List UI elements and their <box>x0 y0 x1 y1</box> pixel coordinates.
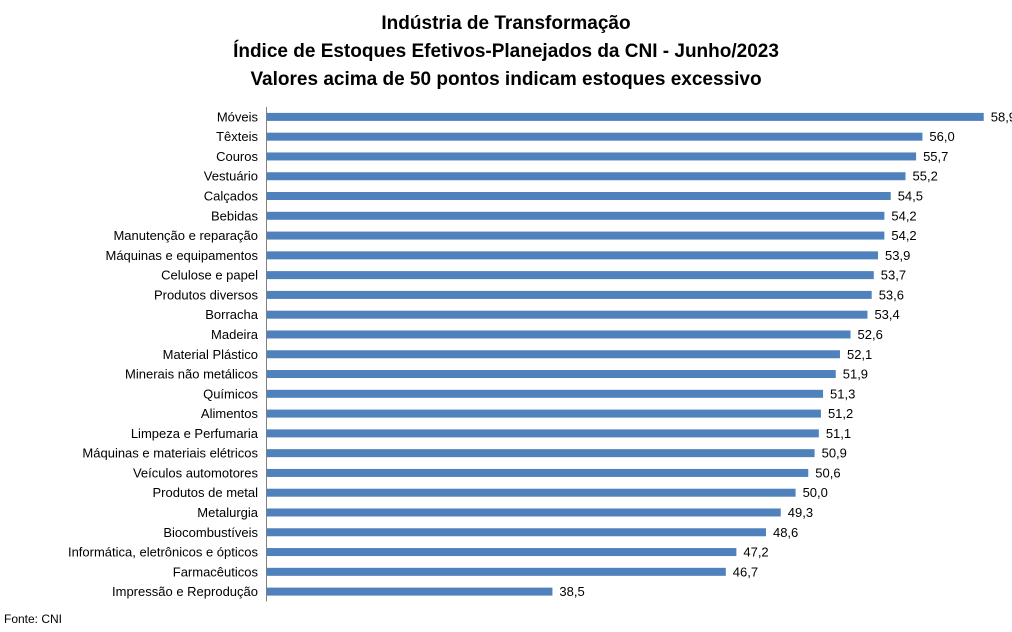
data-label: 55,7 <box>923 149 948 164</box>
bar <box>267 449 815 458</box>
category-label: Máquinas e materiais elétricos <box>82 446 258 461</box>
category-label: Produtos de metal <box>152 485 258 500</box>
category-label: Informática, eletrônicos e ópticos <box>68 545 259 560</box>
category-label: Máquinas e equipamentos <box>106 248 259 263</box>
category-label: Farmacêuticos <box>173 564 259 579</box>
bar <box>267 409 821 418</box>
bar <box>267 508 781 517</box>
bar <box>267 350 840 359</box>
category-label: Celulose e papel <box>161 268 258 283</box>
category-label: Químicos <box>203 386 258 401</box>
bar <box>267 271 874 280</box>
bar <box>267 310 868 319</box>
data-label: 54,5 <box>898 189 923 204</box>
bar <box>267 231 885 240</box>
data-label: 50,0 <box>803 485 828 500</box>
bar <box>267 112 984 121</box>
bar <box>267 528 766 537</box>
category-label: Borracha <box>205 307 259 322</box>
bar <box>267 172 906 181</box>
data-label: 50,6 <box>815 465 840 480</box>
bar <box>267 548 737 557</box>
data-label: 49,3 <box>788 505 813 520</box>
category-label: Veículos automotores <box>133 465 259 480</box>
bar <box>267 132 923 141</box>
data-label: 52,1 <box>847 347 872 362</box>
bar <box>267 152 917 161</box>
bar <box>267 488 796 497</box>
data-label: 56,0 <box>929 129 954 144</box>
bar <box>267 192 891 201</box>
bar <box>267 290 872 299</box>
bar <box>267 251 879 260</box>
category-label: Limpeza e Perfumaria <box>131 426 259 441</box>
data-label: 51,1 <box>826 426 851 441</box>
category-label: Metalurgia <box>197 505 258 520</box>
chart-title: Indústria de Transformação Índice de Est… <box>0 10 1012 94</box>
category-label: Móveis <box>217 109 259 124</box>
category-label: Calçados <box>204 189 259 204</box>
bar <box>267 370 836 379</box>
data-label: 48,6 <box>773 525 798 540</box>
data-label: 51,2 <box>828 406 853 421</box>
category-label: Material Plástico <box>163 347 258 362</box>
data-label: 47,2 <box>743 545 768 560</box>
category-label: Biocombustíveis <box>163 525 258 540</box>
category-label: Minerais não metálicos <box>125 367 258 382</box>
data-label: 38,5 <box>559 584 584 599</box>
chart-title-line-2: Índice de Estoques Efetivos-Planejados d… <box>233 41 779 62</box>
chart-title-line-3: Valores acima de 50 pontos indicam estoq… <box>250 69 762 90</box>
bar <box>267 567 726 576</box>
chart-title-line-1: Indústria de Transformação <box>381 13 631 34</box>
data-label: 53,4 <box>874 307 899 322</box>
data-label: 51,9 <box>843 367 868 382</box>
data-label: 53,7 <box>881 268 906 283</box>
bar <box>267 587 553 596</box>
data-label: 46,7 <box>733 564 758 579</box>
category-label: Bebidas <box>211 208 258 223</box>
data-label: 52,6 <box>858 327 883 342</box>
category-label: Têxteis <box>216 129 258 144</box>
source-note: Fonte: CNI <box>4 612 63 626</box>
category-label: Impressão e Reprodução <box>112 584 258 599</box>
bar <box>267 389 824 398</box>
category-label: Madeira <box>211 327 259 342</box>
data-label: 53,6 <box>879 287 904 302</box>
bar <box>267 211 885 220</box>
data-label: 50,9 <box>822 446 847 461</box>
category-label: Produtos diversos <box>154 287 259 302</box>
data-label: 58,9 <box>991 109 1012 124</box>
category-label: Alimentos <box>201 406 259 421</box>
bar <box>267 468 809 477</box>
data-label: 51,3 <box>830 386 855 401</box>
category-label: Manutenção e reparação <box>113 228 258 243</box>
data-label: 54,2 <box>891 228 916 243</box>
category-label: Vestuário <box>204 169 258 184</box>
bar <box>267 429 819 438</box>
category-label: Couros <box>216 149 258 164</box>
data-label: 53,9 <box>885 248 910 263</box>
bar <box>267 330 851 339</box>
data-label: 55,2 <box>913 169 938 184</box>
data-label: 54,2 <box>891 208 916 223</box>
